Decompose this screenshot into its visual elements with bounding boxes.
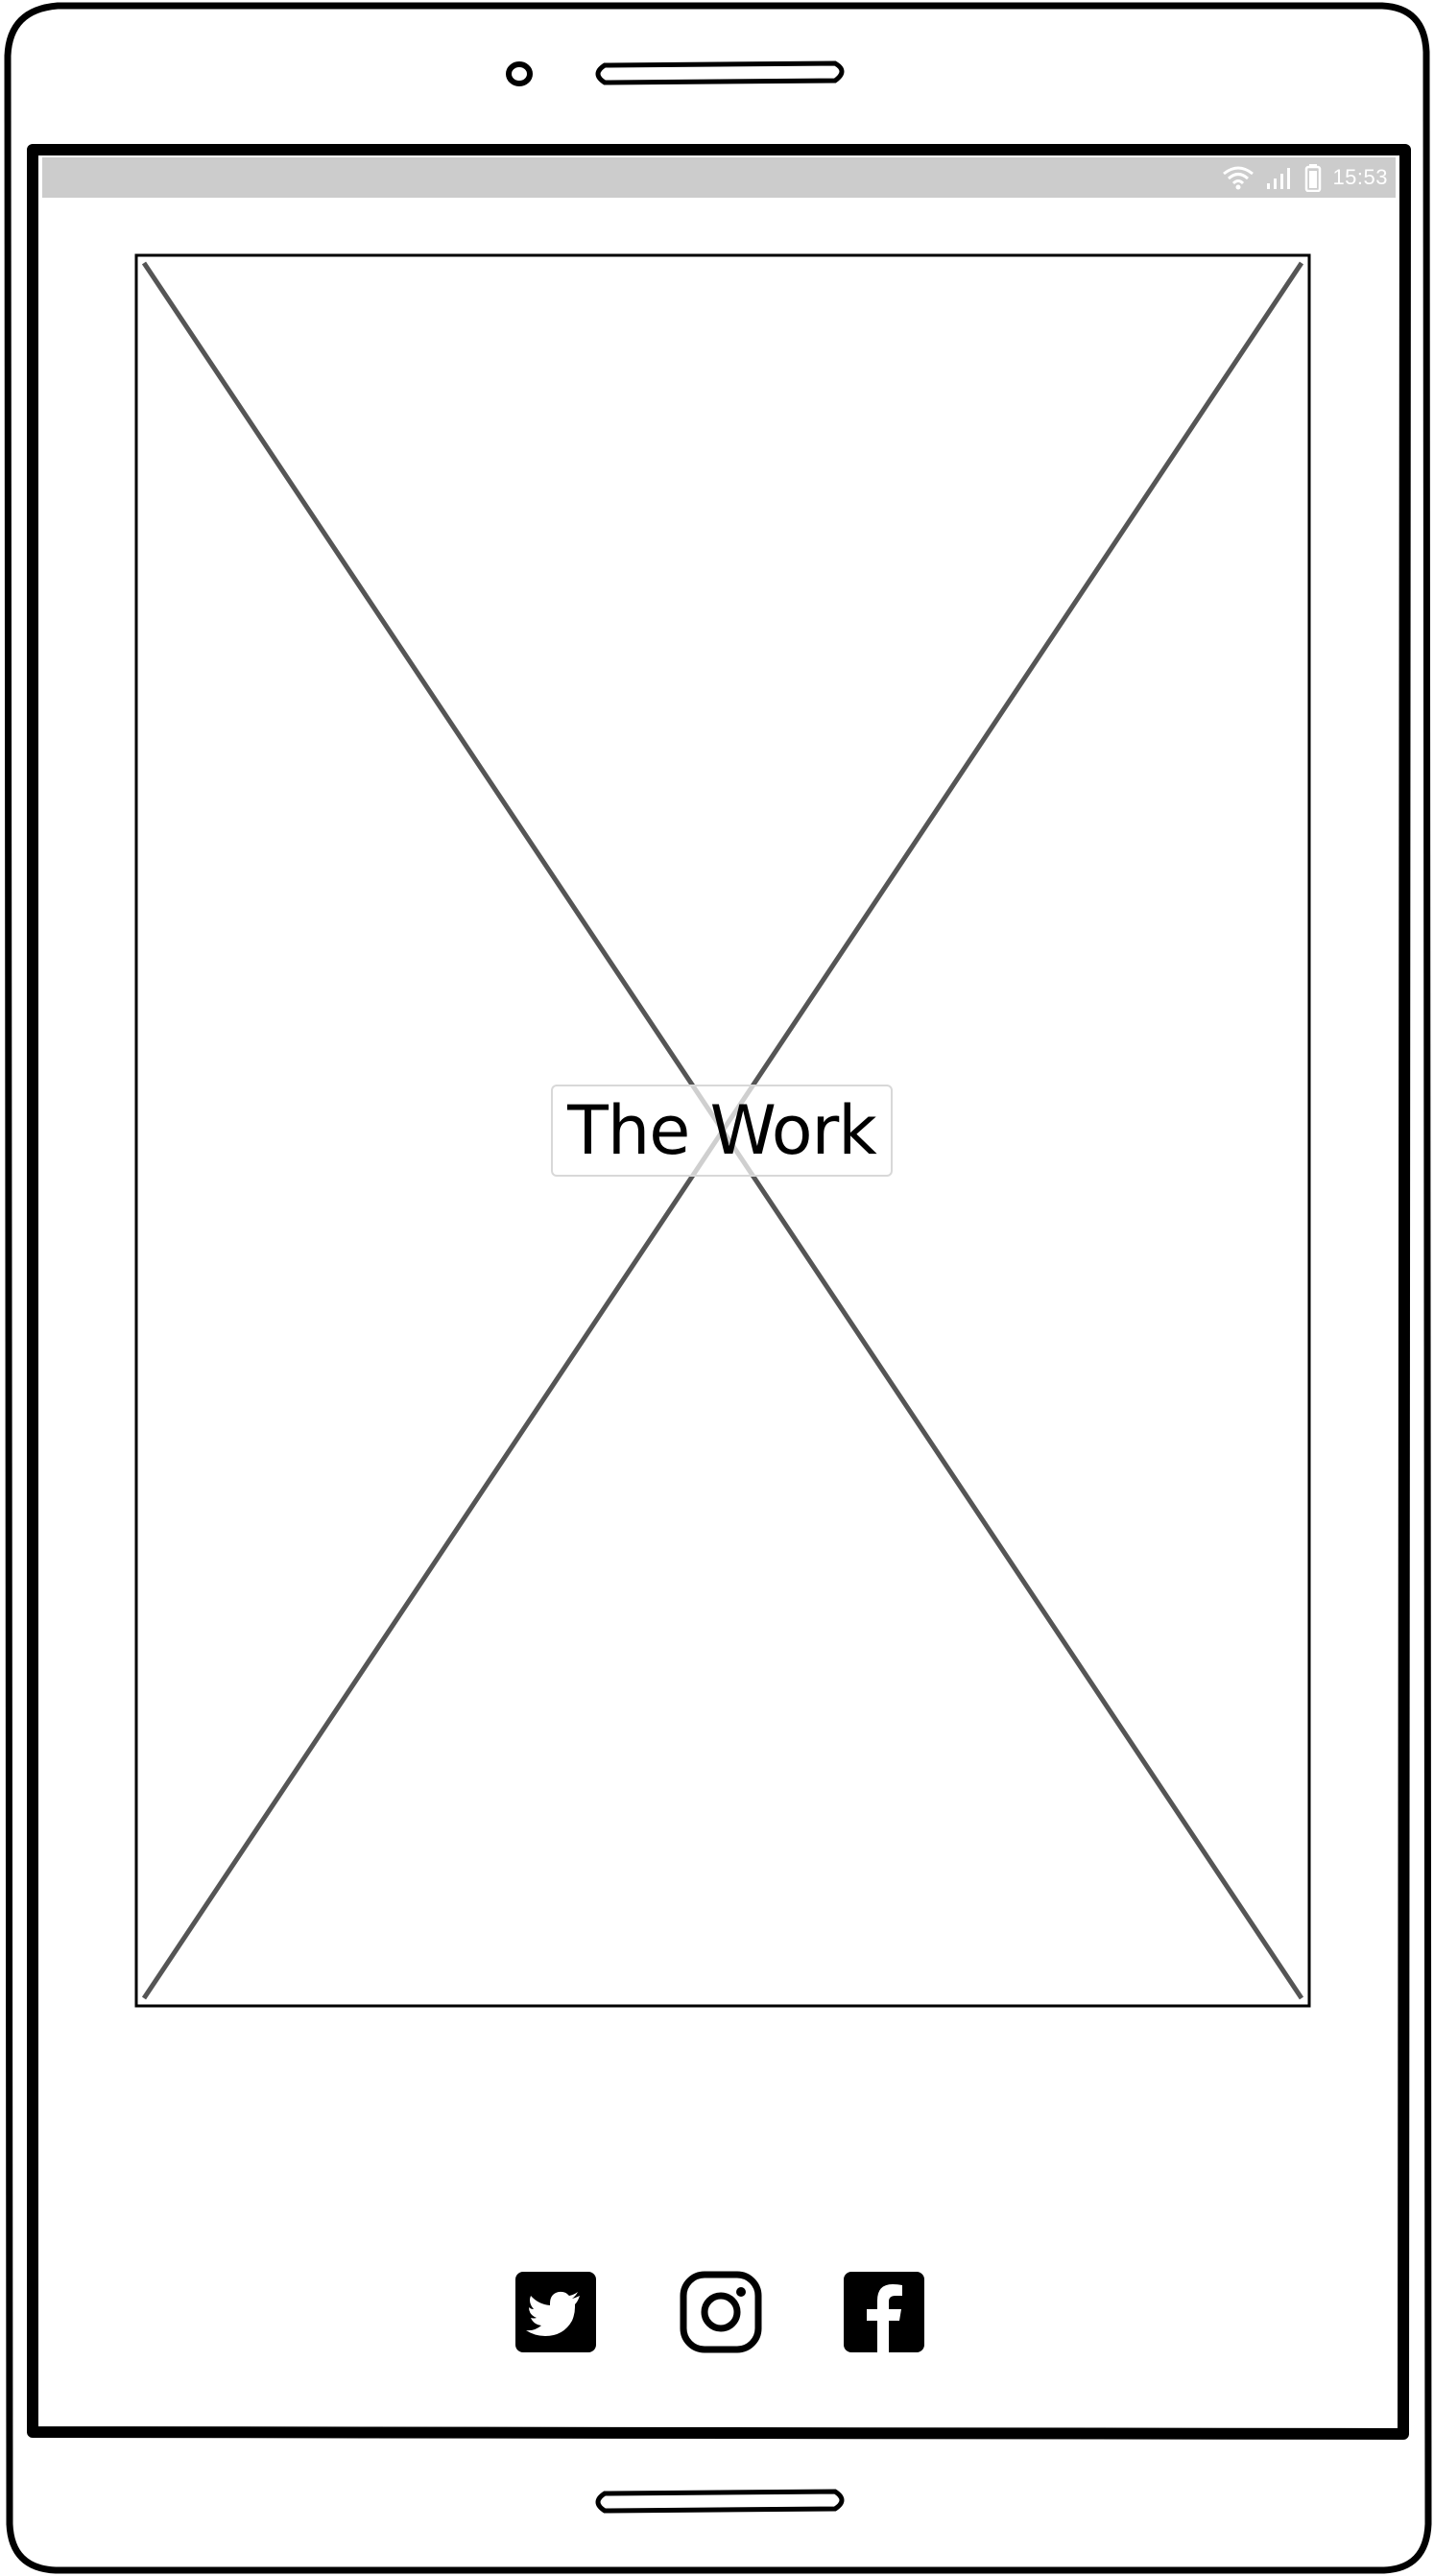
- home-button: [595, 2489, 845, 2514]
- wifi-icon: [1223, 166, 1255, 190]
- status-time: 15:53: [1332, 165, 1388, 189]
- status-bar: 15:53: [42, 157, 1396, 198]
- title-label-box: The Work: [551, 1085, 893, 1177]
- battery-icon: [1305, 164, 1322, 192]
- page-title: The Work: [567, 1091, 877, 1170]
- instagram-icon[interactable]: [680, 2271, 762, 2353]
- twitter-icon[interactable]: [514, 2271, 597, 2353]
- speaker-slot: [595, 60, 845, 85]
- front-camera: [506, 61, 533, 86]
- status-icons: 15:53: [1221, 157, 1388, 198]
- facebook-icon[interactable]: [843, 2271, 925, 2353]
- signal-icon: [1267, 168, 1291, 189]
- phone-screen: 15:53 The Work: [42, 157, 1396, 2424]
- social-links: [42, 2271, 1396, 2357]
